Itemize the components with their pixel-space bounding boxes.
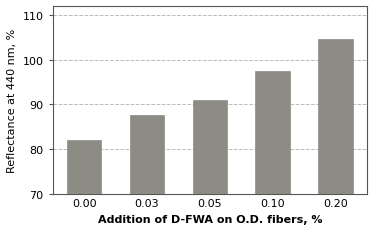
Bar [130, 116, 164, 231]
Y-axis label: Reflectance at 440 nm, %: Reflectance at 440 nm, % [7, 29, 17, 172]
Bar [255, 71, 290, 231]
Bar [193, 100, 227, 231]
X-axis label: Addition of D-FWA on O.D. fibers, %: Addition of D-FWA on O.D. fibers, % [98, 214, 322, 224]
Bar [318, 40, 353, 231]
Bar [67, 140, 101, 231]
